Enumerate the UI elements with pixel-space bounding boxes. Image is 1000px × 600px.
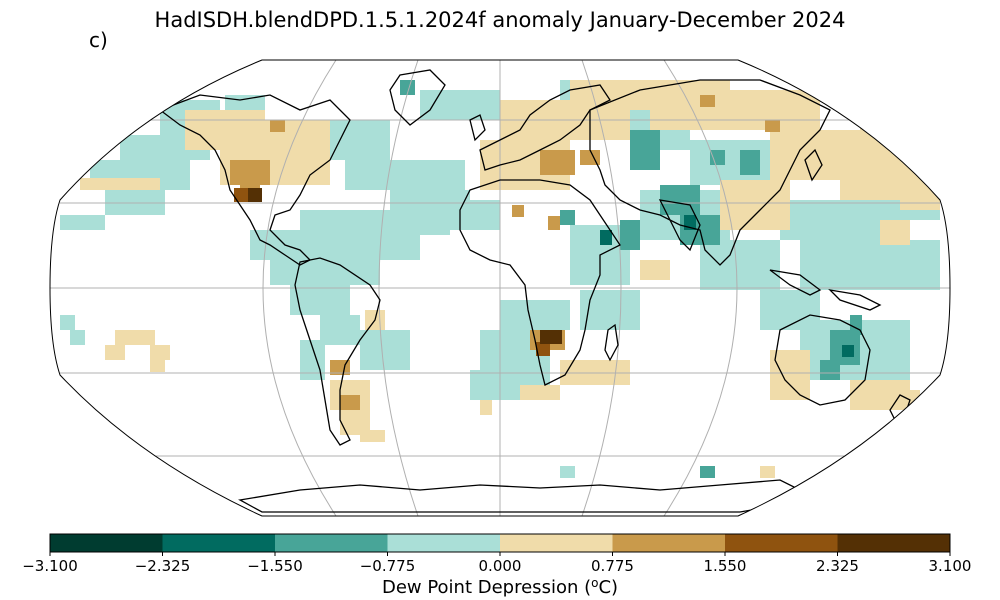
- colorbar-tick-label: 1.550: [704, 557, 747, 575]
- coastlines: [158, 69, 911, 513]
- colorbar-segment: [50, 534, 163, 552]
- colorbar-segment: [837, 534, 951, 552]
- colorbar-tick-label: −2.325: [135, 557, 191, 575]
- colorbar-tick-label: −3.100: [22, 557, 78, 575]
- colorbar-segment: [500, 534, 613, 552]
- colorbar-tick-label: −1.550: [247, 557, 303, 575]
- panel-label: c): [89, 28, 108, 52]
- map-title: HadISDH.blendDPD.1.5.1.2024f anomaly Jan…: [154, 8, 846, 32]
- colorbar-segments: [50, 534, 951, 552]
- globe-outline: [49, 59, 951, 517]
- colorbar-ticks: −3.100 −2.325 −1.550 −0.775 0.000 0.775 1.550 2…: [22, 552, 971, 575]
- colorbar-tick-label: 3.100: [929, 557, 972, 575]
- graticule: [50, 60, 950, 516]
- colorbar-tick-label: 0.000: [479, 557, 522, 575]
- colorbar-segment: [162, 534, 276, 552]
- colorbar: −3.100 −2.325 −1.550 −0.775 0.000 0.775 1.550 2…: [22, 533, 971, 598]
- colorbar-segment: [387, 534, 501, 552]
- colorbar-segment: [612, 534, 726, 552]
- colorbar-segment: [725, 534, 838, 552]
- colorbar-tick-label: 0.775: [591, 557, 634, 575]
- colorbar-title: Dew Point Depression (oC): [382, 576, 618, 598]
- colorbar-tick-label: 2.325: [816, 557, 859, 575]
- colorbar-tick-label: −0.775: [360, 557, 416, 575]
- colorbar-segment: [275, 534, 388, 552]
